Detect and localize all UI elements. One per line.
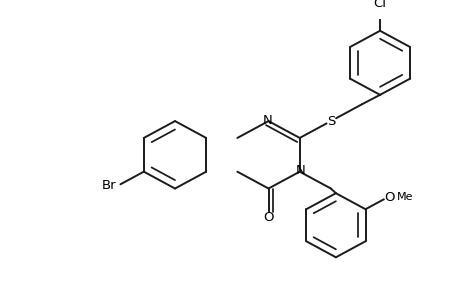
Text: N: N [262,114,272,127]
Text: Cl: Cl [373,0,386,10]
Text: Br: Br [101,179,116,192]
Text: O: O [383,191,394,204]
Text: O: O [263,211,273,224]
Text: Me: Me [396,192,413,203]
Text: N: N [295,164,305,177]
Text: S: S [326,115,334,128]
